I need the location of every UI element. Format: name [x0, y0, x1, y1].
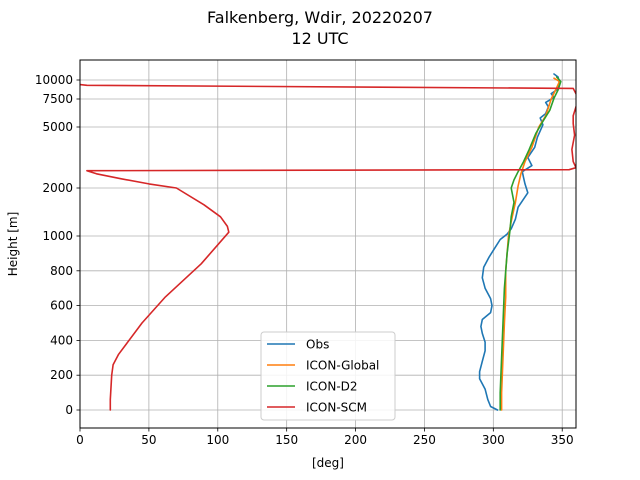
- plot-frame: [79, 59, 577, 429]
- legend-label: ICON-D2: [306, 380, 358, 394]
- grid: [79, 60, 576, 428]
- x-tick-label: 300: [482, 433, 505, 447]
- y-tick-label: 2000: [42, 181, 73, 195]
- legend-label: Obs: [306, 338, 329, 352]
- series-lines: [80, 73, 576, 411]
- series-line-icon-scm: [80, 83, 576, 411]
- chart-subtitle: 12 UTC: [291, 29, 348, 48]
- x-axis-label: [deg]: [312, 456, 344, 470]
- series-line-icon-d2: [499, 76, 562, 411]
- y-tick-label: 7500: [42, 92, 73, 106]
- y-tick-label: 200: [50, 368, 73, 382]
- y-axis-label: Height [m]: [6, 212, 20, 277]
- x-tick-label: 150: [275, 433, 298, 447]
- y-tick-label: 5000: [42, 120, 73, 134]
- x-tick-label: 350: [551, 433, 574, 447]
- legend-label: ICON-Global: [306, 359, 379, 373]
- chart-title: Falkenberg, Wdir, 20220207: [207, 8, 433, 27]
- x-tick-label: 200: [344, 433, 367, 447]
- x-tick-label: 250: [413, 433, 436, 447]
- axis-ticks: 0 50 100 150 200 250 300 350 0 200 400 600 800 1000 20…: [35, 73, 574, 447]
- x-tick-label: 50: [141, 433, 156, 447]
- legend-label: ICON-SCM: [306, 401, 367, 415]
- series-line-icon-global: [500, 77, 561, 411]
- y-tick-label: 1000: [42, 229, 73, 243]
- series-line-obs: [478, 73, 561, 411]
- y-tick-label: 600: [50, 299, 73, 313]
- x-tick-label: 100: [206, 433, 229, 447]
- y-tick-label: 400: [50, 333, 73, 347]
- y-tick-label: 800: [50, 264, 73, 278]
- legend: Obs ICON-Global ICON-D2 ICON-SCM: [260, 331, 396, 421]
- x-tick-label: 0: [76, 433, 84, 447]
- legend-box: [260, 331, 396, 421]
- y-tick-label: 0: [65, 403, 73, 417]
- y-tick-label: 10000: [35, 73, 73, 87]
